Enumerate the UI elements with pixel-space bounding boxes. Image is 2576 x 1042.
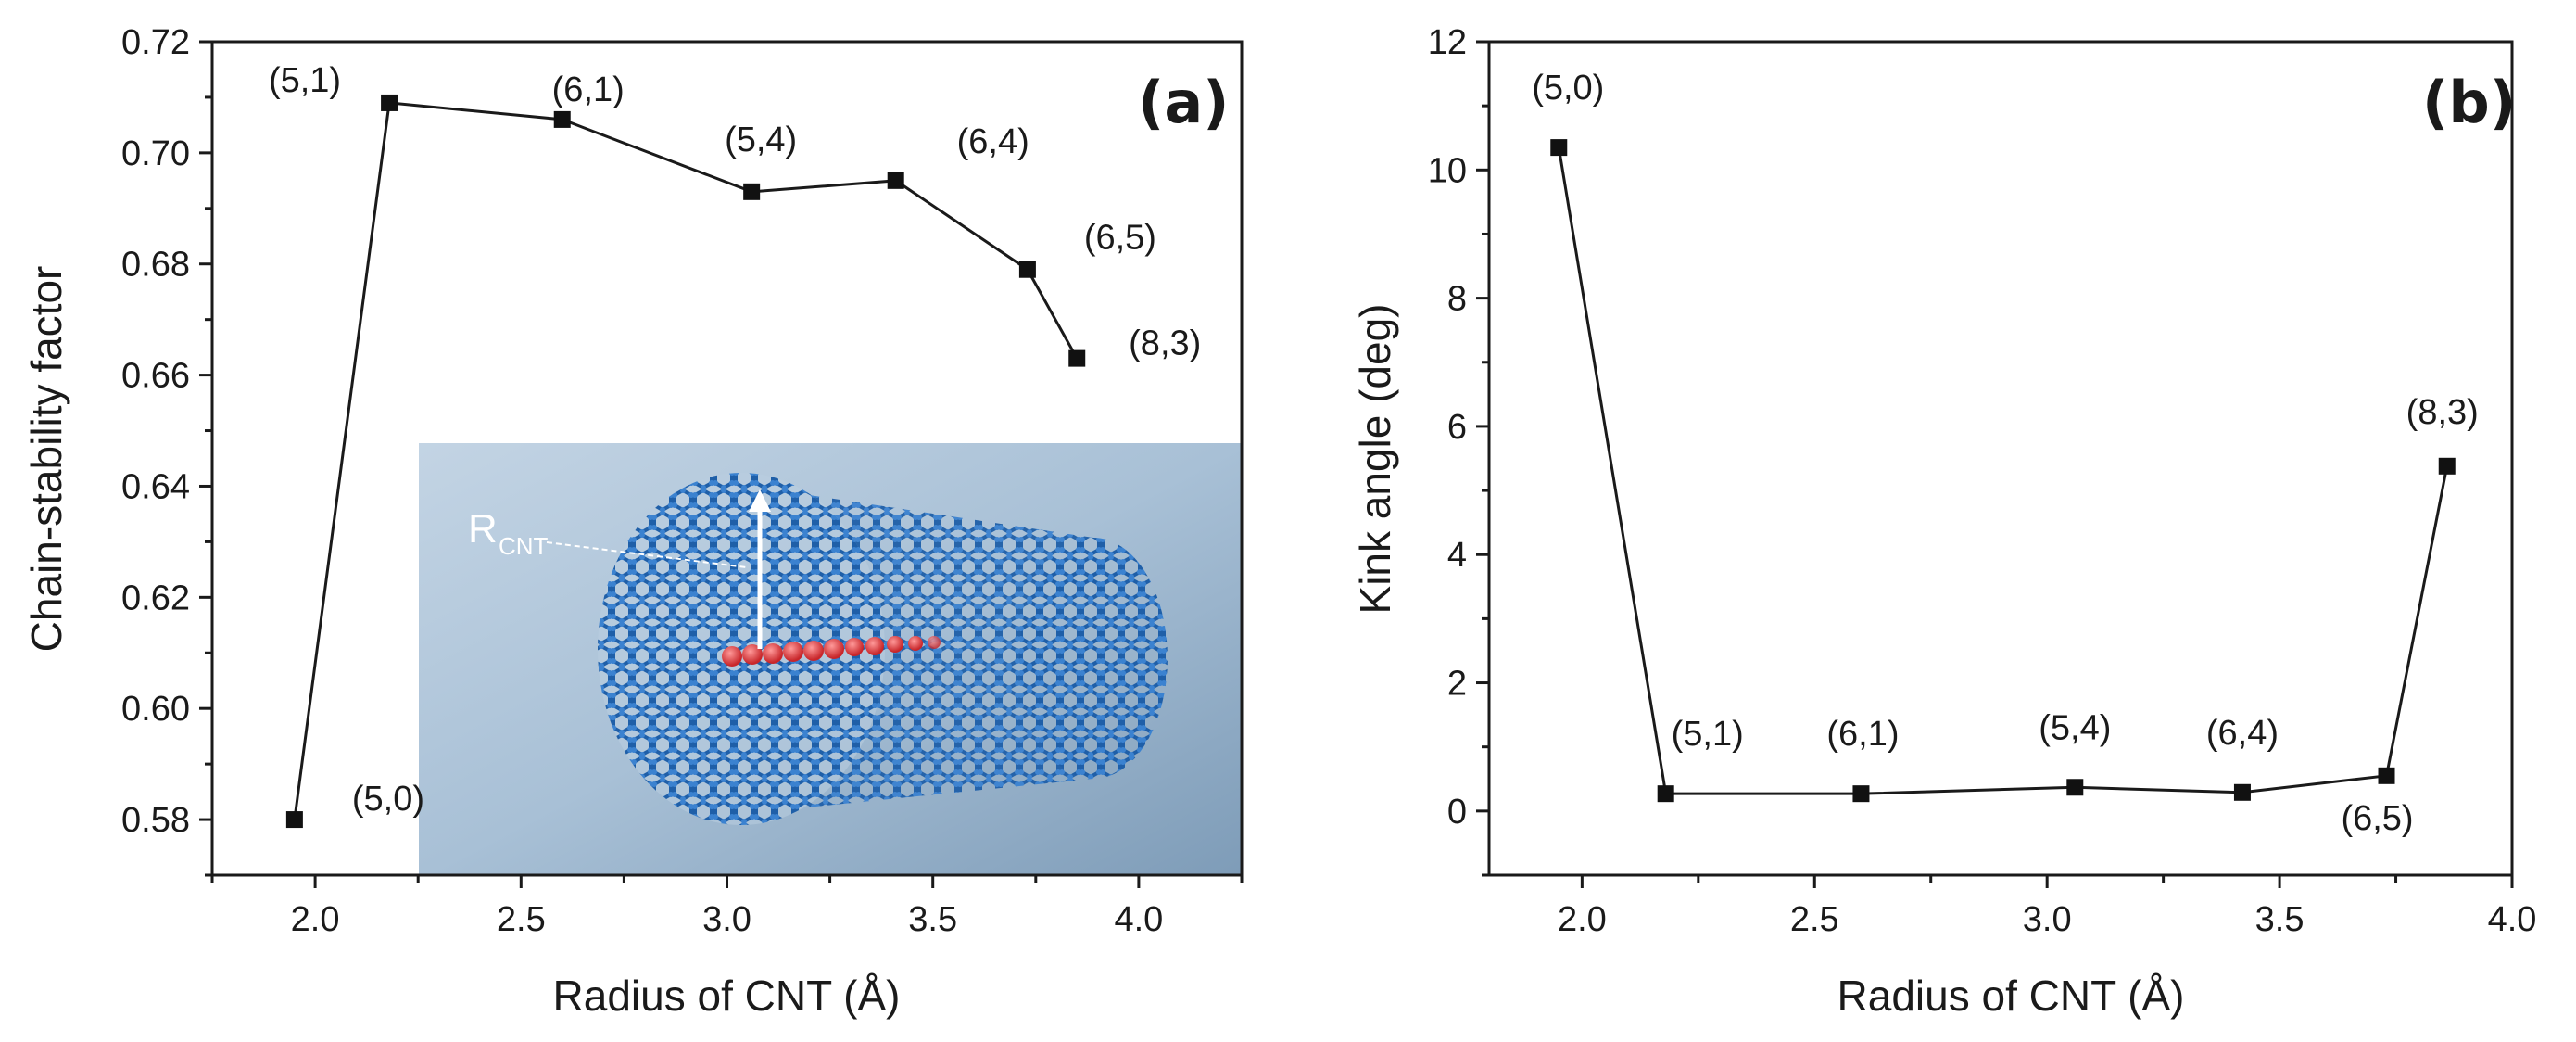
panel-b-x-tick-label: 3.5 (2255, 900, 2305, 939)
panel-a-point-label: (6,5) (1084, 219, 1156, 258)
panel-a-data-point (1018, 260, 1036, 278)
panel-a-point-label: (5,1) (269, 61, 341, 100)
panel-a-x-tick-label: 2.0 (291, 900, 340, 939)
panel-b-tag: (b) (2422, 69, 2516, 136)
panel-b-series: (5,0) (5,1) (6,1) (5,4) (6,4) (6,5) (8,3) (1532, 69, 2479, 838)
panel-a-x-axis-title: Radius of CNT (Å) (553, 972, 901, 1020)
panel-b-y-tick-label: 10 (1428, 151, 1467, 190)
panel-b-y-tick-label: 12 (1428, 23, 1467, 62)
panel-b-y-tick-label: 6 (1447, 408, 1467, 447)
panel-a-point-label: (8,3) (1129, 324, 1201, 363)
panel-b-y-tick-label: 0 (1447, 793, 1467, 832)
panel-b-x-tick-label: 2.0 (1558, 900, 1607, 939)
panel-a-chain-stability: R CNT 2.0 2.5 3.0 3.5 4.0 0.580.600.620.640.… (22, 23, 1244, 1020)
panel-b-axes-frame (1487, 40, 2514, 877)
panel-a-point-label: (5,4) (725, 121, 797, 159)
panel-a-x-tick-label: 2.5 (497, 900, 546, 939)
panel-b-x-ticks: 2.0 2.5 3.0 3.5 4.0 (1558, 875, 2536, 939)
panel-b-point-label: (5,0) (1532, 69, 1604, 108)
panel-a-y-tick-label: 0.64 (121, 467, 190, 506)
panel-b-data-point (2066, 779, 2084, 796)
panel-a-data-point (743, 183, 761, 200)
panel-b-x-tick-label: 2.5 (1790, 900, 1839, 939)
panel-b-x-tick-label: 3.0 (2023, 900, 2072, 939)
panel-a-x-tick-label: 3.0 (702, 900, 751, 939)
panel-b-point-label: (8,3) (2406, 393, 2479, 432)
panel-a-point-label: (5,0) (352, 780, 424, 819)
panel-a-x-ticks: 2.0 2.5 3.0 3.5 4.0 (210, 875, 1244, 939)
panel-a-y-tick-label: 0.68 (121, 246, 190, 285)
panel-b-y-axis-title: Kink angle (deg) (1351, 304, 1399, 615)
radius-subscript: CNT (499, 532, 549, 560)
panel-a-y-tick-label: 0.62 (121, 578, 190, 617)
panel-a-y-axis-title: Chain-stability factor (22, 266, 70, 653)
radius-label: R (468, 506, 498, 552)
panel-b-point-label: (5,4) (2039, 708, 2111, 747)
panel-b-point-label: (6,4) (2206, 714, 2279, 753)
panel-b-data-point (1550, 139, 1568, 157)
panel-b-x-axis-title: Radius of CNT (Å) (1837, 972, 2185, 1020)
panel-a-point-label: (6,1) (552, 70, 625, 109)
panel-b-series-line (1557, 146, 2449, 795)
panel-a-x-tick-label: 4.0 (1114, 900, 1163, 939)
panel-b-data-point (2438, 457, 2456, 475)
panel-b-data-point (1657, 785, 1674, 803)
panel-a-y-ticks: 0.58 0.60 0.62 0.64 0.66 0.68 0.70 0.72 (121, 23, 212, 877)
panel-b-x-tick-label: 4.0 (2488, 900, 2537, 939)
panel-a-y-tick-label: 0.72 (121, 23, 190, 62)
panel-a-tag: (a) (1138, 69, 1230, 136)
panel-a-series: (5,0) (5,1) (6,1) (5,4) (6,4) (6,5) (8,3) (269, 61, 1201, 829)
panel-a-y-tick-label: 0.66 (121, 357, 190, 396)
panel-a-y-tick-label: 0.58 (121, 801, 190, 840)
panel-a-point-label: (6,4) (957, 122, 1029, 161)
carbon-chain (722, 636, 941, 667)
panel-b-y-tick-label: 2 (1447, 665, 1467, 704)
panel-b-y-tick-label: 8 (1447, 280, 1467, 319)
panel-b-kink-angle: 2.0 2.5 3.0 3.5 4.0 0 2 4 6 8 10 12 (5,0) (5,1) (6,1… (1351, 23, 2536, 1020)
panel-b-y-ticks: 0 2 4 6 8 10 12 (1428, 23, 1489, 877)
panel-a-data-point (887, 172, 904, 189)
panel-b-y-tick-label: 4 (1447, 536, 1467, 575)
panel-a-y-tick-label: 0.70 (121, 134, 190, 173)
panel-b-point-label: (5,1) (1672, 715, 1744, 754)
panel-a-data-point (285, 811, 303, 829)
panel-b-data-point (2378, 767, 2395, 784)
panel-b-data-point (2233, 783, 2251, 801)
panel-b-data-point (1852, 785, 1870, 803)
panel-a-y-tick-label: 0.60 (121, 690, 190, 729)
panel-a-data-point (381, 94, 398, 111)
panel-a-data-point (553, 110, 571, 128)
panel-b-point-label: (6,1) (1826, 715, 1899, 754)
cnt-inset-image: R CNT (419, 443, 1242, 875)
panel-b-point-label: (6,5) (2341, 799, 2413, 838)
panel-a-x-tick-label: 3.5 (908, 900, 957, 939)
panel-a-data-point (1068, 349, 1086, 367)
